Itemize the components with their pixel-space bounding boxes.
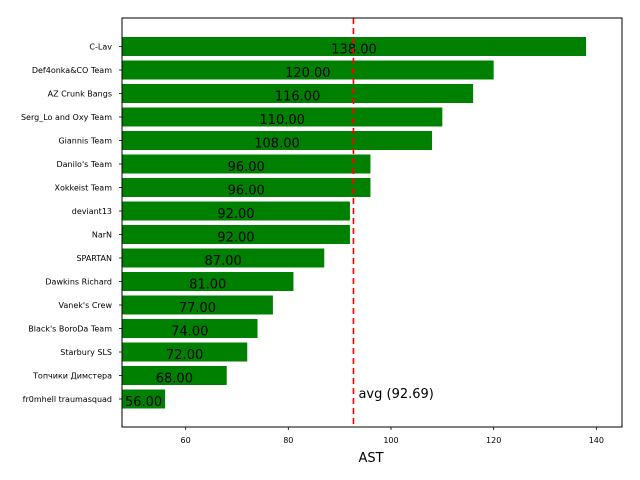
average-layer: avg (92.69) <box>352 18 434 427</box>
bar-value-label: 81.00 <box>189 278 226 293</box>
bar <box>122 154 371 174</box>
bar <box>122 60 494 80</box>
value-labels-layer: 138.00120.00116.00110.00108.0096.0096.00… <box>125 43 377 411</box>
bar-value-label: 116.00 <box>275 90 321 105</box>
bar-value-label: 110.00 <box>259 113 305 128</box>
bar <box>122 342 248 362</box>
category-label: Xokkeist Team <box>55 184 113 193</box>
category-label: fr0mhell traumasquad <box>23 395 112 404</box>
bar <box>122 248 325 268</box>
bar-value-label: 92.00 <box>217 207 254 222</box>
bar <box>122 225 350 244</box>
category-label: AZ Crunk Bangs <box>48 90 112 99</box>
category-label: C-Lav <box>89 43 112 52</box>
bar <box>122 389 166 409</box>
bar <box>122 107 443 127</box>
bar-value-label: 96.00 <box>228 160 265 175</box>
category-label: Serg_Lo and Oxy Team <box>21 113 112 122</box>
bar <box>122 272 294 291</box>
x-ticks-layer: 60 80 100 120 140 <box>119 46 604 445</box>
bar-value-label: 87.00 <box>205 254 242 269</box>
category-label: Giannis Team <box>58 137 112 146</box>
category-label: NarN <box>92 231 112 240</box>
x-tick-label: 100 <box>383 436 398 445</box>
average-label: avg (92.69) <box>358 387 433 402</box>
x-tick-label: 60 <box>181 436 191 445</box>
bar <box>122 84 474 103</box>
x-tick-label: 120 <box>486 436 501 445</box>
bar-value-label: 56.00 <box>125 395 162 410</box>
axes-frame <box>121 17 623 428</box>
bar <box>122 37 587 56</box>
bar-value-label: 77.00 <box>179 301 216 316</box>
category-label: Starbury SLS <box>60 348 112 357</box>
category-label: Black's BoroDa Team <box>28 325 112 334</box>
bar <box>122 366 227 385</box>
bar-value-label: 68.00 <box>156 372 193 387</box>
x-axis-title: AST <box>358 451 383 466</box>
category-label: Danilo's Team <box>56 160 112 169</box>
bar-value-label: 92.00 <box>217 231 254 246</box>
x-tick-label: 140 <box>589 436 604 445</box>
bars-layer <box>122 37 587 409</box>
category-label: Vanek's Crew <box>59 301 113 310</box>
bar <box>122 178 371 197</box>
category-label: SPARTAN <box>76 254 112 263</box>
bar <box>122 319 258 338</box>
category-label: Def4onka&CO Team <box>32 66 112 75</box>
x-tick-label: 80 <box>283 436 293 445</box>
bar-value-label: 72.00 <box>166 348 203 363</box>
bar-value-label: 96.00 <box>228 184 265 199</box>
category-label: Dawkins Richard <box>45 278 112 287</box>
category-label: deviant13 <box>72 207 112 216</box>
bar-value-label: 108.00 <box>254 137 300 152</box>
category-label: Топчики Димстера <box>32 372 112 381</box>
bar-value-label: 74.00 <box>171 325 208 340</box>
category-labels-layer: C-Lav Def4onka&CO Team AZ Crunk Bangs Serg_… <box>21 43 112 405</box>
bar <box>122 131 433 150</box>
bar <box>122 295 273 315</box>
bar <box>122 201 350 221</box>
bar-value-label: 120.00 <box>285 66 331 81</box>
